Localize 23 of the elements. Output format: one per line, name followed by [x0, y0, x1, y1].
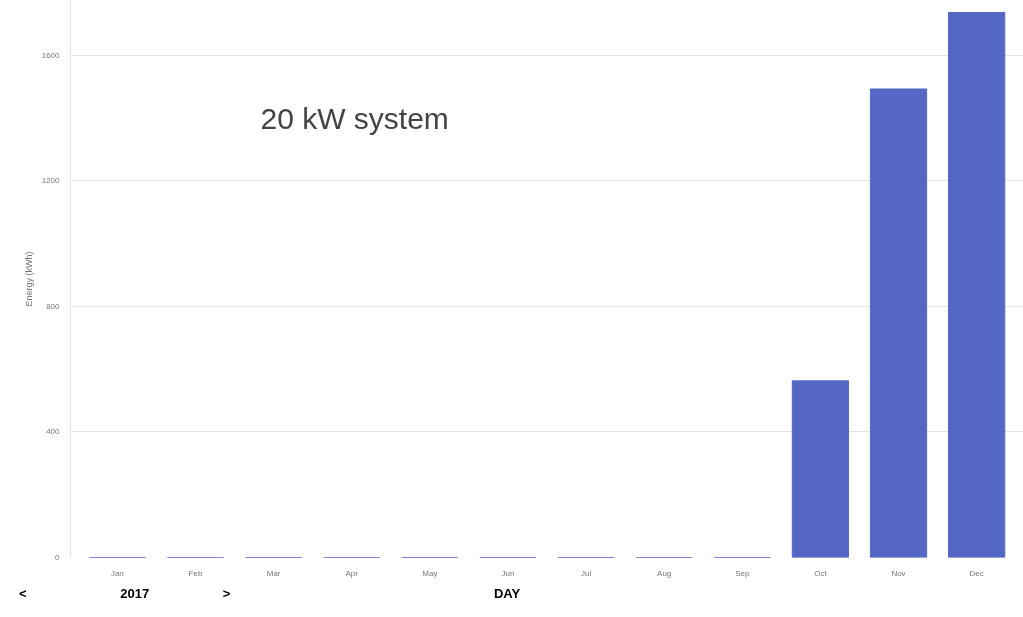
x-tick-label: Mar [266, 568, 281, 578]
x-tick-label: Jan [110, 568, 124, 578]
y-axis-title: Energy (kWh) [23, 251, 34, 307]
x-tick-label: Apr [345, 568, 359, 578]
x-tick-label: Jul [580, 568, 592, 578]
y-tick-label: 400 [46, 427, 61, 437]
text: < [19, 586, 27, 601]
text: > [222, 586, 231, 601]
x-tick-label: Jun [501, 568, 515, 578]
text: 2017 [120, 586, 150, 601]
x-tick-label: Nov [891, 568, 906, 578]
text: DAY [493, 586, 521, 601]
x-tick-label: Aug [657, 568, 672, 578]
y-tick-label: 0 [55, 553, 61, 562]
y-tick-label: 1600 [41, 50, 61, 60]
x-tick-label: Sep [735, 568, 750, 578]
x-tick-label: Oct [814, 568, 828, 578]
x-tick-label: Dec [969, 568, 984, 578]
y-tick-label: 1200 [41, 176, 61, 186]
x-tick-label: May [422, 568, 438, 578]
annotation: 20 kW system [260, 101, 449, 135]
x-tick-label: Feb [188, 568, 203, 578]
y-tick-label: 800 [46, 301, 61, 311]
